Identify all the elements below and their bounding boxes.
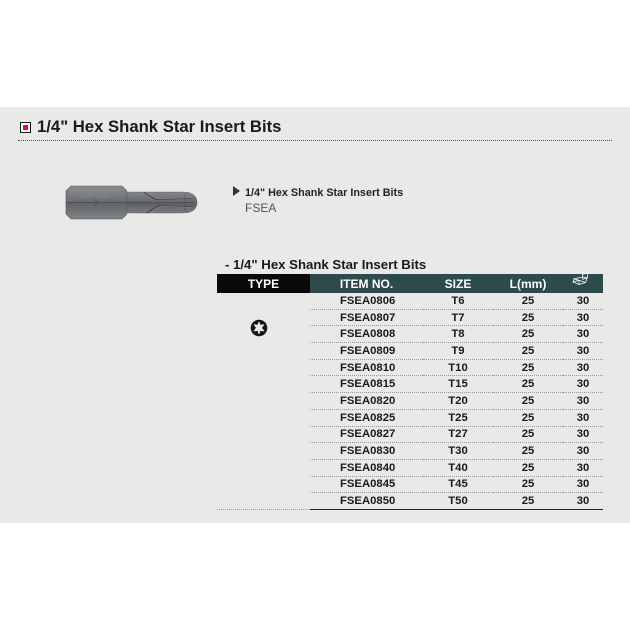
svg-text:TOPTUL: TOPTUL	[77, 190, 111, 200]
